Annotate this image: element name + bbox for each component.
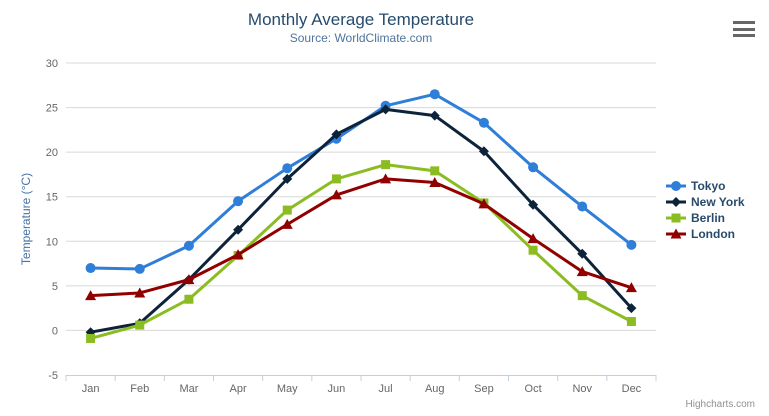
data-point-berlin-may[interactable] — [282, 205, 292, 215]
credits-link[interactable]: Highcharts.com — [685, 399, 755, 410]
series-line-berlin[interactable] — [89, 163, 633, 340]
x-axis-tick-label: Jun — [328, 383, 346, 395]
data-point-tokyo-feb[interactable] — [134, 263, 145, 274]
data-point-berlin-jun[interactable] — [331, 174, 341, 184]
data-point-london-dec[interactable] — [625, 282, 637, 293]
data-point-new-york-nov[interactable] — [577, 248, 588, 259]
series-line-new-york[interactable] — [89, 107, 633, 334]
data-point-berlin-jul[interactable] — [381, 160, 391, 170]
legend-item-tokyo[interactable]: Tokyo — [666, 178, 745, 194]
legend-marker-diamond-icon — [666, 197, 686, 207]
data-point-london-feb[interactable] — [134, 287, 146, 298]
data-point-london-jan[interactable] — [85, 290, 97, 301]
data-point-new-york-oct[interactable] — [528, 199, 539, 210]
data-point-london-jun[interactable] — [330, 189, 342, 200]
data-point-tokyo-oct[interactable] — [528, 162, 539, 173]
data-point-new-york-dec[interactable] — [626, 303, 637, 314]
data-point-berlin-dec[interactable] — [626, 317, 636, 327]
legend-item-berlin[interactable]: Berlin — [666, 210, 745, 226]
hamburger-icon — [733, 21, 755, 24]
y-axis-tick-label: 5 — [52, 281, 58, 293]
data-point-berlin-aug[interactable] — [430, 166, 440, 176]
y-axis-tick-label: -5 — [48, 370, 58, 382]
legend-marker-square-icon — [666, 213, 686, 223]
x-axis-tick-label: Aug — [425, 383, 445, 395]
data-point-tokyo-sep[interactable] — [478, 117, 489, 128]
legend-label: Berlin — [691, 211, 726, 225]
data-point-new-york-sep[interactable] — [478, 146, 489, 157]
data-point-berlin-jan[interactable] — [86, 333, 96, 343]
data-point-london-may[interactable] — [281, 218, 293, 229]
context-menu-button[interactable] — [731, 19, 757, 39]
x-axis-tick-label: Jan — [82, 383, 100, 395]
data-point-tokyo-aug[interactable] — [429, 89, 440, 100]
x-axis-tick-label: Dec — [622, 383, 642, 395]
y-axis-tick-label: 10 — [46, 236, 58, 248]
data-point-tokyo-dec[interactable] — [626, 239, 637, 250]
x-axis-tick-label: Jul — [379, 383, 393, 395]
chart-subtitle: Source: WorldClimate.com — [289, 31, 433, 45]
x-axis-tick-label: Feb — [130, 383, 149, 395]
x-axis-tick-label: May — [277, 383, 298, 395]
y-axis-tick-label: 25 — [46, 103, 58, 115]
hamburger-icon — [733, 34, 755, 37]
y-axis-tick-label: 20 — [46, 147, 58, 159]
legend-item-new-york[interactable]: New York — [666, 194, 745, 210]
y-axis-tick-label: 30 — [46, 58, 58, 70]
data-point-london-jul[interactable] — [380, 173, 392, 184]
data-point-tokyo-apr[interactable] — [233, 196, 244, 207]
data-point-london-sep[interactable] — [478, 198, 490, 209]
data-point-london-mar[interactable] — [183, 274, 195, 285]
legend-label: Tokyo — [691, 179, 726, 193]
legend: Tokyo New York Berlin London — [666, 178, 745, 242]
data-point-new-york-jun[interactable] — [331, 129, 342, 140]
data-point-london-oct[interactable] — [527, 233, 539, 244]
data-point-london-nov[interactable] — [576, 266, 588, 277]
data-point-new-york-may[interactable] — [282, 173, 293, 184]
y-axis-tick-label: 15 — [46, 192, 58, 204]
legend-label: New York — [691, 195, 745, 209]
data-point-new-york-jul[interactable] — [380, 104, 391, 115]
data-point-berlin-feb[interactable] — [135, 320, 145, 330]
data-point-london-aug[interactable] — [429, 176, 441, 187]
data-point-new-york-apr[interactable] — [233, 224, 244, 235]
legend-item-london[interactable]: London — [666, 226, 745, 242]
x-axis-tick-label: Nov — [572, 383, 592, 395]
data-point-tokyo-may[interactable] — [282, 163, 293, 174]
legend-label: London — [691, 227, 735, 241]
data-point-tokyo-nov[interactable] — [577, 201, 588, 212]
series-line-london[interactable] — [89, 177, 633, 298]
data-point-berlin-mar[interactable] — [184, 294, 194, 304]
data-point-berlin-nov[interactable] — [577, 291, 587, 301]
hamburger-icon — [733, 27, 755, 31]
x-axis-tick-label: Mar — [179, 383, 198, 395]
data-point-new-york-aug[interactable] — [429, 110, 440, 121]
data-point-tokyo-mar[interactable] — [183, 240, 194, 251]
data-point-tokyo-jan[interactable] — [85, 263, 96, 274]
legend-marker-circle-icon — [666, 181, 686, 191]
x-axis-tick-label: Sep — [474, 383, 494, 395]
y-axis-tick-label: 0 — [52, 325, 58, 337]
legend-marker-triangle-icon — [666, 228, 686, 239]
x-axis-tick-label: Oct — [525, 383, 542, 395]
data-point-berlin-oct[interactable] — [528, 245, 538, 255]
data-point-london-apr[interactable] — [232, 249, 244, 260]
chart-title: Monthly Average Temperature — [247, 10, 475, 29]
x-axis-tick-label: Apr — [230, 383, 247, 395]
